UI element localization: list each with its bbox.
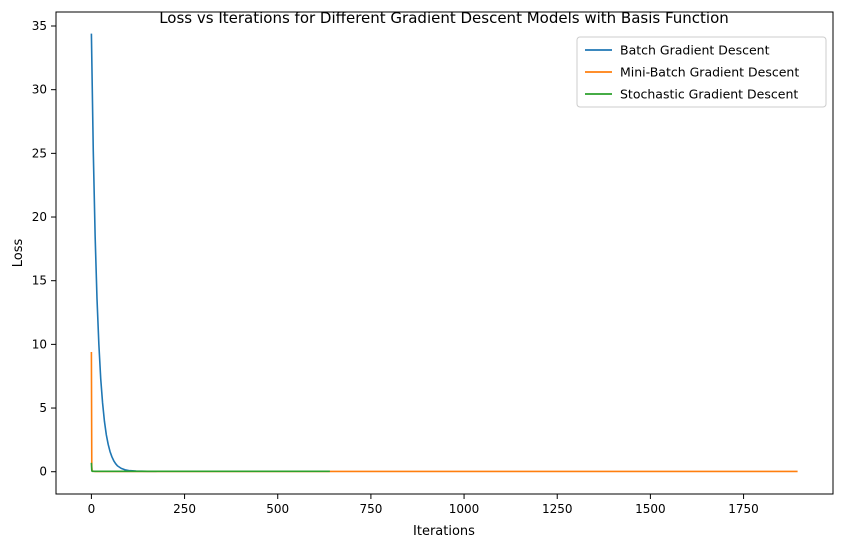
x-tick-label: 1500 xyxy=(635,502,666,516)
y-tick-label: 10 xyxy=(32,337,47,351)
series-line-mini-batch-gradient-descent xyxy=(90,352,798,473)
y-tick-label: 35 xyxy=(32,19,47,33)
y-axis-label: Loss xyxy=(11,239,26,268)
x-tick-label: 1750 xyxy=(728,502,759,516)
x-axis-label: Iterations xyxy=(413,524,475,539)
legend-box xyxy=(576,36,827,108)
series-line-batch-gradient-descent xyxy=(90,33,157,473)
x-axis-ticks: 0 250 500 750 1000 1250 1500 1750 xyxy=(88,494,759,516)
x-tick-label: 1250 xyxy=(542,502,573,516)
y-tick-label: 30 xyxy=(32,83,47,97)
x-tick-label: 1000 xyxy=(449,502,480,516)
series-lines xyxy=(90,33,798,473)
y-tick-label: 5 xyxy=(39,401,47,415)
legend-label: Mini-Batch Gradient Descent xyxy=(620,65,799,80)
legend-label: Batch Gradient Descent xyxy=(620,43,770,58)
y-tick-label: 25 xyxy=(32,146,47,160)
plot-area: 0 250 500 750 1000 1250 1500 1750 0 5 10 15 20 25 30 3… xyxy=(32,11,834,516)
legend: Batch Gradient Descent Mini-Batch Gradien… xyxy=(576,36,827,108)
y-axis-ticks: 0 5 10 15 20 25 30 35 xyxy=(32,19,56,479)
chart-title: Loss vs Iterations for Different Gradien… xyxy=(159,9,729,27)
x-tick-label: 250 xyxy=(173,502,196,516)
series-line-stochastic-gradient-descent xyxy=(90,462,330,473)
legend-entries: Batch Gradient Descent Mini-Batch Gradien… xyxy=(585,43,799,102)
y-tick-label: 0 xyxy=(39,465,47,479)
legend-label: Stochastic Gradient Descent xyxy=(620,87,798,102)
x-tick-label: 500 xyxy=(266,502,289,516)
plot-frame xyxy=(55,11,834,495)
y-tick-label: 20 xyxy=(32,210,47,224)
y-tick-label: 15 xyxy=(32,274,47,288)
x-tick-label: 750 xyxy=(359,502,382,516)
x-tick-label: 0 xyxy=(88,502,96,516)
